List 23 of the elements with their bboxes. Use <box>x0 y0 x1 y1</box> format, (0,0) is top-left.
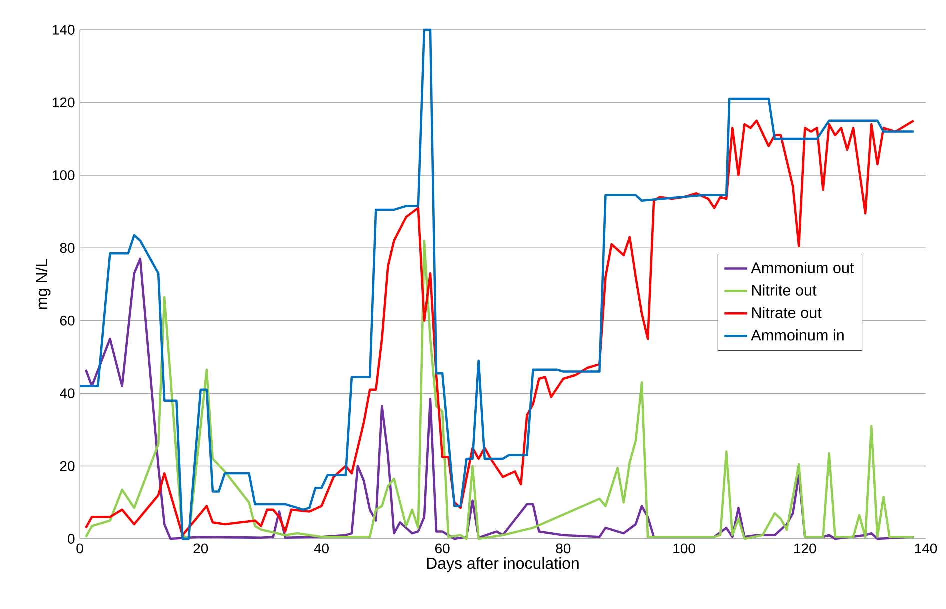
x-tick-label: 120 <box>794 544 816 554</box>
y-tick-label: 80 <box>60 243 75 254</box>
x-tick-label: 60 <box>436 544 450 554</box>
x-tick-label: 40 <box>314 544 329 554</box>
x-tick-label: 140 <box>915 544 938 554</box>
x-tick-label: 80 <box>556 544 571 554</box>
x-tick-label: 100 <box>674 544 696 554</box>
y-tick-label: 100 <box>53 170 75 180</box>
x-tick-label: 0 <box>76 544 84 554</box>
x-axis-title: Days after inoculation <box>427 557 579 572</box>
line-series <box>84 120 916 536</box>
legend-label: Ammonium out <box>751 262 854 274</box>
legend-label: Nitrite out <box>752 284 817 296</box>
y-tick-label: 20 <box>60 461 75 472</box>
y-tick-label: 140 <box>53 25 75 35</box>
y-tick-label: 60 <box>60 316 75 326</box>
y-axis-title: mg N/L <box>36 259 51 310</box>
x-tick-label: 20 <box>194 544 208 554</box>
y-tick-label: 0 <box>68 534 75 544</box>
y-tick-label: 120 <box>53 98 75 108</box>
legend-label: Ammoinum in <box>751 330 844 341</box>
y-tick-label: 40 <box>60 388 75 399</box>
legend-label: Nitrate out <box>752 307 822 318</box>
